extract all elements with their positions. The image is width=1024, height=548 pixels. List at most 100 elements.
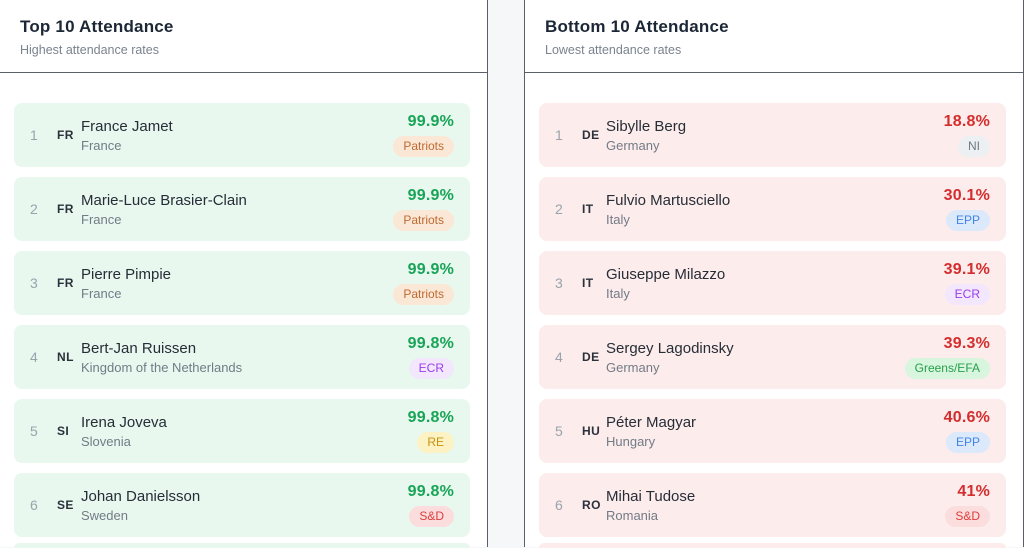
member-country: Germany (606, 359, 660, 375)
rank-number: 6 (555, 497, 563, 513)
attendance-row[interactable]: 4 DE Sergey Lagodinsky Germany 39.3% Gre… (539, 325, 1006, 389)
member-name: Johan Danielsson (81, 487, 201, 505)
country-code: FR (57, 202, 74, 216)
member-info: Pierre Pimpie France (81, 266, 393, 301)
member-name: Mihai Tudose (606, 487, 696, 505)
member-name: Fulvio Martusciello (606, 191, 731, 209)
next-row-partial (539, 543, 1006, 548)
member-info: Marie-Luce Brasier-Clain France (81, 192, 393, 227)
attendance-percentage: 39.3% (943, 335, 990, 352)
member-country: Italy (606, 285, 630, 301)
member-country: France (81, 211, 122, 227)
rank-number: 6 (30, 497, 38, 513)
bottom-attendance-list: 1 DE Sibylle Berg Germany 18.8% NI 2 IT … (525, 73, 1023, 548)
party-badge: Patriots (393, 210, 454, 231)
rank-number: 3 (555, 275, 563, 291)
member-name: Giuseppe Milazzo (606, 265, 726, 283)
member-name: Pierre Pimpie (81, 265, 172, 283)
attendance-percentage: 99.9% (407, 113, 454, 130)
attendance-row[interactable]: 2 FR Marie-Luce Brasier-Clain France 99.… (14, 177, 470, 241)
rank-number: 5 (555, 423, 563, 439)
party-badge: Greens/EFA (904, 358, 990, 379)
attendance-stats: 30.1% EPP (944, 187, 990, 231)
bottom-attendance-panel: Bottom 10 Attendance Lowest attendance r… (524, 0, 1024, 548)
attendance-percentage: 41% (957, 483, 990, 500)
country-code: NL (57, 350, 74, 364)
rank-number: 4 (555, 349, 563, 365)
member-name: France Jamet (81, 117, 173, 135)
member-country: France (81, 285, 122, 301)
party-badge: EPP (945, 432, 990, 453)
rank-number: 2 (30, 201, 38, 217)
country-code: RO (582, 498, 601, 512)
attendance-percentage: 40.6% (943, 409, 990, 426)
member-info: Péter Magyar Hungary (606, 414, 944, 449)
party-badge: ECR (944, 284, 990, 305)
member-country: Sweden (81, 507, 128, 523)
attendance-stats: 39.1% ECR (944, 261, 990, 305)
top-attendance-panel: Top 10 Attendance Highest attendance rat… (0, 0, 488, 548)
party-badge: Patriots (393, 284, 454, 305)
attendance-stats: 99.8% S&D (408, 483, 454, 527)
attendance-row[interactable]: 5 HU Péter Magyar Hungary 40.6% EPP (539, 399, 1006, 463)
attendance-row[interactable]: 4 NL Bert-Jan Ruissen Kingdom of the Net… (14, 325, 470, 389)
attendance-percentage: 99.9% (407, 261, 454, 278)
party-badge: RE (417, 432, 454, 453)
top-attendance-list: 1 FR France Jamet France 99.9% Patriots … (0, 73, 487, 548)
country-code: FR (57, 128, 74, 142)
attendance-row[interactable]: 6 RO Mihai Tudose Romania 41% S&D (539, 473, 1006, 537)
member-name: Sergey Lagodinsky (606, 339, 734, 357)
rank-number: 1 (30, 127, 38, 143)
party-badge: S&D (409, 506, 454, 527)
attendance-percentage: 99.8% (407, 335, 454, 352)
member-info: Fulvio Martusciello Italy (606, 192, 944, 227)
member-name: Bert-Jan Ruissen (81, 339, 197, 357)
member-country: Kingdom of the Netherlands (81, 359, 243, 375)
country-code: SE (57, 498, 74, 512)
attendance-row[interactable]: 3 FR Pierre Pimpie France 99.9% Patriots (14, 251, 470, 315)
party-badge: EPP (945, 210, 990, 231)
member-country: Germany (606, 137, 660, 153)
member-country: Hungary (606, 433, 656, 449)
member-info: Johan Danielsson Sweden (81, 488, 408, 523)
attendance-stats: 18.8% NI (944, 113, 990, 157)
attendance-percentage: 99.9% (407, 187, 454, 204)
member-name: Irena Joveva (81, 413, 167, 431)
attendance-percentage: 18.8% (943, 113, 990, 130)
attendance-row[interactable]: 1 DE Sibylle Berg Germany 18.8% NI (539, 103, 1006, 167)
next-row-partial (14, 543, 470, 548)
member-info: Giuseppe Milazzo Italy (606, 266, 944, 301)
attendance-row[interactable]: 2 IT Fulvio Martusciello Italy 30.1% EPP (539, 177, 1006, 241)
panel-title: Top 10 Attendance (20, 17, 174, 36)
rank-number: 4 (30, 349, 38, 365)
attendance-row[interactable]: 3 IT Giuseppe Milazzo Italy 39.1% ECR (539, 251, 1006, 315)
member-country: Slovenia (81, 433, 131, 449)
panel-subtitle: Highest attendance rates (20, 43, 159, 57)
country-code: FR (57, 276, 74, 290)
attendance-stats: 99.9% Patriots (393, 187, 454, 231)
member-country: Italy (606, 211, 630, 227)
member-info: France Jamet France (81, 118, 393, 153)
attendance-percentage: 99.8% (407, 483, 454, 500)
attendance-stats: 40.6% EPP (944, 409, 990, 453)
country-code: IT (582, 202, 594, 216)
attendance-row[interactable]: 5 SI Irena Joveva Slovenia 99.8% RE (14, 399, 470, 463)
attendance-stats: 41% S&D (945, 483, 990, 527)
panel-header: Top 10 Attendance Highest attendance rat… (0, 0, 487, 73)
rank-number: 2 (555, 201, 563, 217)
party-badge: S&D (945, 506, 990, 527)
attendance-stats: 99.8% RE (408, 409, 454, 453)
attendance-stats: 39.3% Greens/EFA (904, 335, 990, 379)
attendance-row[interactable]: 1 FR France Jamet France 99.9% Patriots (14, 103, 470, 167)
attendance-row[interactable]: 6 SE Johan Danielsson Sweden 99.8% S&D (14, 473, 470, 537)
party-badge: ECR (408, 358, 454, 379)
rank-number: 5 (30, 423, 38, 439)
attendance-stats: 99.9% Patriots (393, 113, 454, 157)
panel-header: Bottom 10 Attendance Lowest attendance r… (525, 0, 1023, 73)
country-code: IT (582, 276, 594, 290)
member-info: Sibylle Berg Germany (606, 118, 944, 153)
member-name: Péter Magyar (606, 413, 697, 431)
rank-number: 3 (30, 275, 38, 291)
party-badge: NI (958, 136, 990, 157)
country-code: SI (57, 424, 70, 438)
